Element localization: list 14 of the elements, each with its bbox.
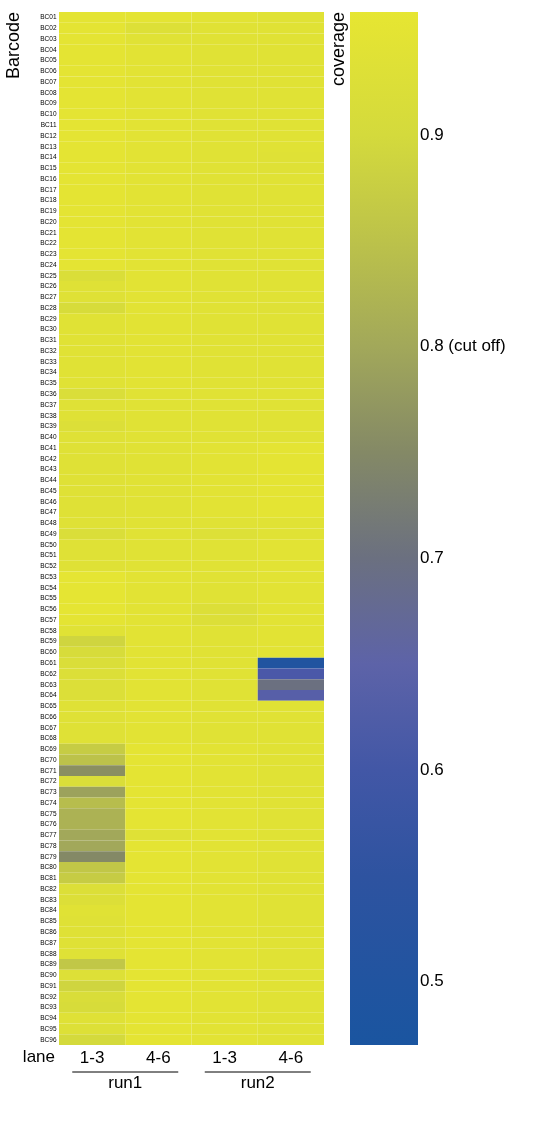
x-tick-label: 1-3 — [212, 1047, 237, 1067]
color-bar-label: 0.6 — [420, 759, 444, 779]
text: run1 — [108, 1073, 143, 1092]
x-tick-label: 4-6 — [278, 1047, 304, 1067]
color-bar-label: 0.9 — [420, 124, 444, 144]
color-bar-label: 0.8 (cut off) — [420, 336, 506, 356]
text: run2 — [240, 1073, 275, 1092]
x-axis-title: lane — [22, 1047, 55, 1066]
color-bar-title: coverage — [328, 12, 348, 87]
color-bar-label: 0.5 — [420, 971, 444, 991]
color-bar-label: 0.7 — [420, 548, 444, 568]
x-tick-label: 4-6 — [146, 1047, 171, 1067]
x-tick-label: 1-3 — [79, 1047, 105, 1067]
y-axis-title: Barcode — [3, 12, 23, 80]
